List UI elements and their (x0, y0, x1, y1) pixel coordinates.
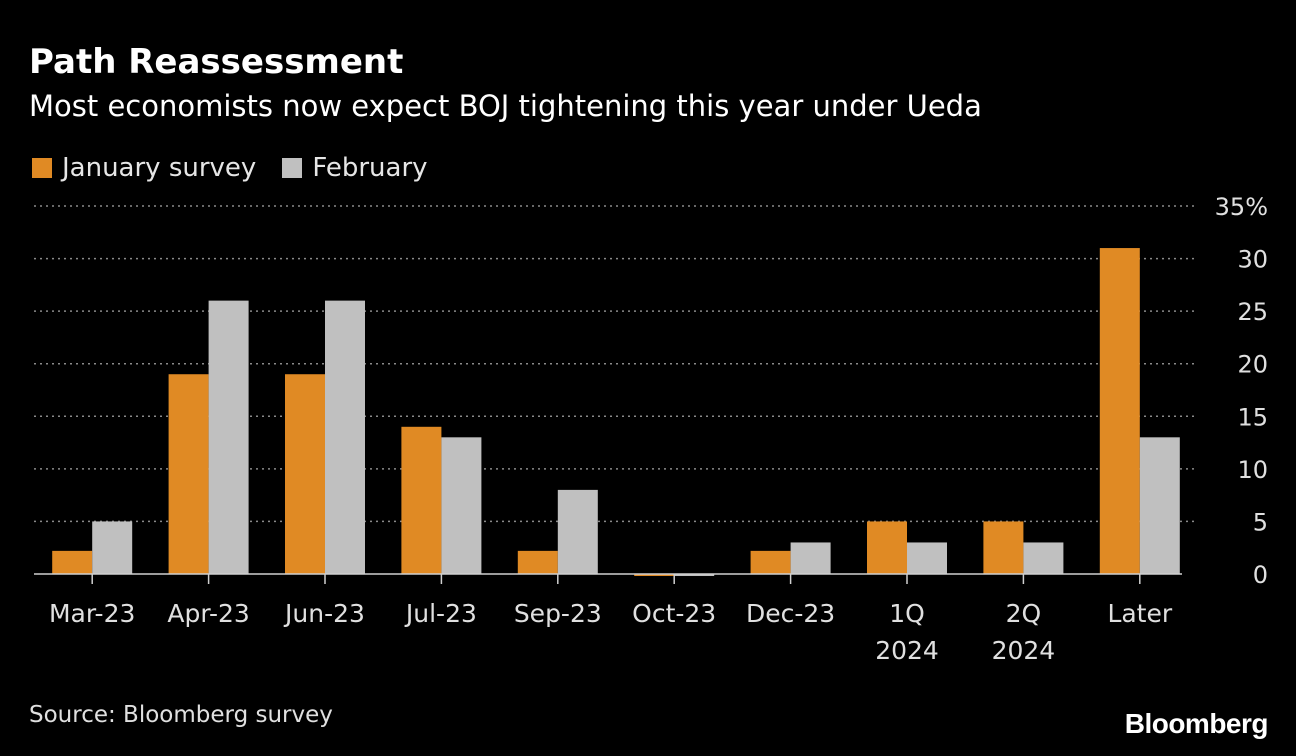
bar-february-7 (907, 542, 947, 574)
x-tick-label: 1Q 2024 (875, 599, 939, 665)
bar-february-3 (441, 437, 482, 574)
bloomberg-logo: Bloomberg (1124, 708, 1269, 739)
y-tick-label: 20 (1237, 351, 1268, 379)
legend-label-february: February (312, 153, 428, 183)
bar-january-8 (983, 521, 1024, 574)
bar-february-9 (1139, 437, 1180, 574)
bar-january-7 (867, 521, 907, 574)
y-tick-label: 15 (1237, 403, 1268, 431)
bar-january-5 (634, 574, 675, 576)
source-note: Source: Bloomberg survey (29, 702, 333, 728)
y-tick-label: 30 (1237, 246, 1268, 274)
bar-february-0 (92, 521, 133, 574)
x-tick-label: Apr-23 (167, 599, 249, 628)
bar-january-9 (1099, 248, 1140, 575)
chart-subtitle: Most economists now expect BOJ tightenin… (29, 89, 982, 123)
bar-january-2 (285, 374, 325, 574)
x-tick-label: Jun-23 (283, 599, 365, 628)
y-tick-label: 35% (1215, 193, 1268, 221)
bar-february-2 (325, 300, 365, 574)
bar-february-1 (208, 300, 249, 574)
x-tick-label: Sep-23 (514, 599, 602, 628)
y-tick-label: 25 (1237, 298, 1268, 326)
bar-january-6 (750, 550, 791, 574)
bar-february-4 (557, 489, 598, 574)
x-tick-label: Jul-23 (404, 599, 477, 628)
bar-february-8 (1023, 542, 1064, 574)
x-tick-label: Mar-23 (49, 599, 135, 628)
y-tick-label: 5 (1253, 508, 1268, 536)
x-tick-label: 2Q 2024 (992, 599, 1056, 665)
x-tick-label: Oct-23 (632, 599, 716, 628)
chart-title: Path Reassessment (29, 42, 404, 82)
bar-january-3 (401, 426, 442, 574)
x-tick-label: Later (1107, 599, 1172, 628)
bar-january-4 (517, 550, 558, 574)
legend-label-january: January survey (62, 153, 257, 183)
bar-february-6 (790, 542, 831, 574)
y-tick-label: 10 (1237, 456, 1268, 484)
legend-swatch-february (282, 158, 303, 178)
legend-item-january: January survey (32, 153, 256, 183)
legend-item-february: February (282, 153, 428, 183)
x-tick-label: Dec-23 (746, 599, 835, 628)
bar-january-1 (168, 374, 209, 574)
legend-swatch-january (32, 158, 52, 178)
bar-february-5 (674, 574, 715, 576)
legend: January survey February (32, 148, 454, 188)
y-tick-label: 0 (1253, 561, 1268, 589)
bar-january-0 (52, 550, 93, 574)
